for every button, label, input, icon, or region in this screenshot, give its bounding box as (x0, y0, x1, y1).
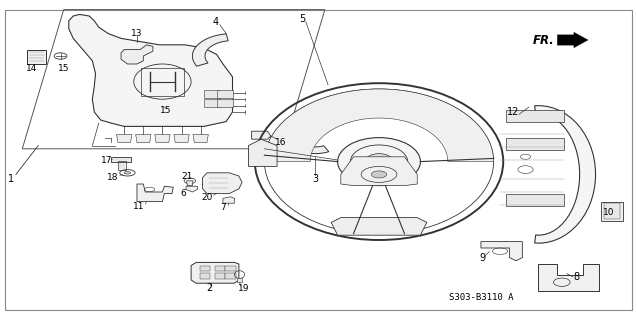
Text: 7: 7 (220, 203, 226, 212)
Text: 10: 10 (603, 208, 615, 217)
Polygon shape (341, 157, 417, 186)
Text: 21: 21 (182, 172, 193, 181)
Polygon shape (204, 90, 220, 98)
Polygon shape (604, 203, 620, 219)
Polygon shape (203, 173, 242, 194)
Polygon shape (191, 262, 239, 283)
Polygon shape (215, 273, 225, 279)
Polygon shape (506, 110, 564, 122)
Polygon shape (192, 34, 228, 66)
Polygon shape (225, 266, 236, 271)
Text: 8: 8 (573, 272, 580, 282)
Text: 6: 6 (180, 189, 187, 198)
Text: 9: 9 (480, 252, 486, 263)
Polygon shape (187, 181, 193, 186)
Polygon shape (200, 273, 210, 279)
Ellipse shape (124, 172, 131, 174)
Text: 16: 16 (275, 138, 286, 147)
Text: 3: 3 (312, 174, 318, 184)
Text: FR.: FR. (533, 34, 554, 46)
Polygon shape (193, 134, 208, 142)
Text: 4: 4 (212, 17, 218, 28)
Polygon shape (111, 157, 131, 162)
Text: 17: 17 (101, 156, 113, 164)
Text: 5: 5 (299, 14, 306, 24)
Ellipse shape (338, 138, 420, 186)
Polygon shape (136, 134, 151, 142)
Polygon shape (237, 278, 242, 282)
Polygon shape (331, 218, 427, 235)
Polygon shape (117, 134, 132, 142)
Polygon shape (27, 50, 46, 64)
Text: 14: 14 (26, 64, 38, 73)
Polygon shape (538, 264, 599, 291)
Polygon shape (601, 202, 623, 221)
Polygon shape (248, 139, 277, 166)
Text: 18: 18 (107, 173, 118, 182)
Polygon shape (264, 89, 494, 162)
Polygon shape (286, 138, 329, 154)
Polygon shape (225, 273, 236, 279)
Polygon shape (174, 134, 189, 142)
Polygon shape (200, 266, 210, 271)
Polygon shape (204, 99, 220, 107)
Text: 11: 11 (133, 202, 145, 211)
Polygon shape (506, 194, 564, 206)
Polygon shape (217, 99, 233, 107)
Text: 1: 1 (8, 174, 15, 184)
Text: 15: 15 (58, 64, 69, 73)
Text: 15: 15 (160, 106, 171, 115)
Polygon shape (534, 106, 596, 243)
Polygon shape (217, 90, 233, 98)
Polygon shape (121, 45, 153, 64)
Ellipse shape (371, 171, 387, 178)
Polygon shape (137, 184, 173, 202)
Ellipse shape (365, 154, 393, 170)
Polygon shape (252, 131, 271, 139)
Text: 13: 13 (131, 29, 143, 38)
Text: 2: 2 (206, 283, 212, 293)
FancyArrow shape (557, 32, 588, 48)
Text: 19: 19 (238, 284, 249, 293)
Polygon shape (186, 186, 197, 192)
Polygon shape (155, 134, 170, 142)
Polygon shape (69, 14, 233, 126)
Text: 20: 20 (201, 193, 213, 202)
Polygon shape (506, 138, 564, 150)
Text: 12: 12 (506, 107, 519, 117)
Polygon shape (481, 242, 522, 261)
Polygon shape (223, 197, 234, 203)
Polygon shape (215, 266, 225, 271)
Text: S303-B3110 A: S303-B3110 A (448, 293, 513, 302)
